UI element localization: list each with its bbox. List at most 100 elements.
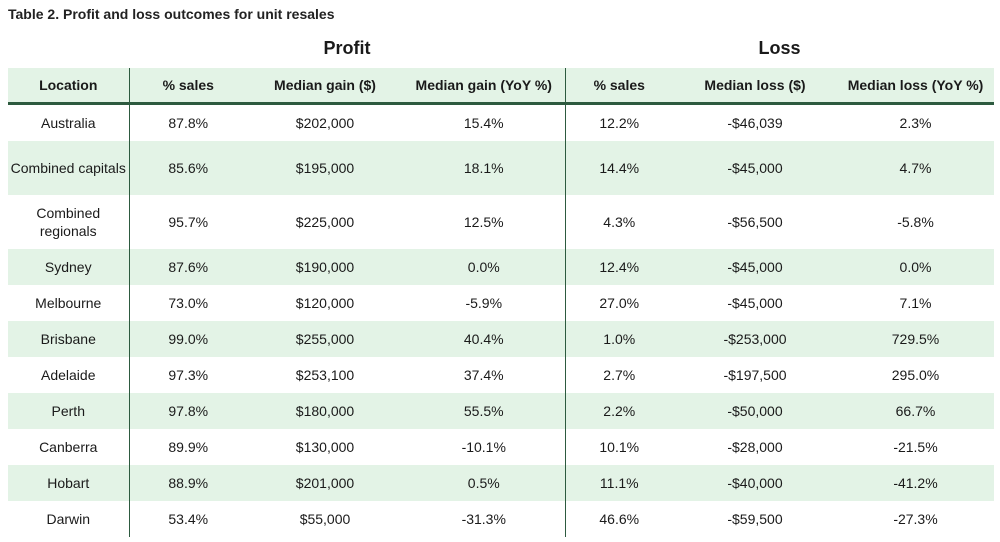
cell-median-loss: -$46,039 (727, 115, 783, 131)
cell-median-loss: -$28,000 (727, 439, 783, 455)
profit-group-header: Profit (323, 38, 371, 58)
table-row: Hobart 88.9% $201,000 0.5% 11.1% -$40,000 -41.… (8, 465, 994, 501)
cell-profit-pct-sales: 85.6% (129, 141, 247, 195)
cell-profit-pct-sales: 99.0% (129, 321, 247, 357)
col-header-location: Location (8, 68, 130, 105)
cell-profit-pct-sales: 97.8% (129, 393, 247, 429)
loss-group-header: Loss (758, 38, 801, 58)
cell-median-gain: $195,000 (247, 141, 403, 195)
cell-median-gain-yoy: 0.5% (403, 465, 566, 501)
cell-median-loss: -$45,000 (727, 295, 783, 311)
cell-loss-pct-sales: 10.1% (599, 439, 640, 455)
cell-median-gain-yoy: -10.1% (403, 429, 566, 465)
col-header-median-loss: Median loss ($) (673, 68, 837, 105)
cell-loss-pct-sales: 1.0% (565, 321, 673, 357)
col-header-profit-pct-sales: % sales (129, 68, 247, 105)
cell-median-gain: $190,000 (247, 249, 403, 285)
cell-median-gain-yoy: 15.4% (403, 103, 566, 141)
cell-profit-pct-sales: 88.9% (129, 465, 247, 501)
table-row: Australia 87.8% $202,000 15.4% 12.2% -$46,039… (8, 103, 994, 141)
cell-location: Perth (8, 393, 130, 429)
table-caption: Table 2. Profit and loss outcomes for un… (8, 6, 335, 22)
cell-median-loss-yoy: -27.3% (893, 511, 938, 527)
cell-median-loss: -$45,000 (673, 249, 837, 285)
cell-median-gain-yoy: 40.4% (403, 321, 566, 357)
cell-location: Brisbane (8, 321, 130, 357)
cell-median-loss-yoy: 295.0% (891, 367, 940, 383)
table-row: Combined regionals 95.7% $225,000 12.5% 4.3%… (8, 195, 994, 249)
cell-loss-pct-sales: 46.6% (599, 511, 640, 527)
table-row: Darwin 53.4% $55,000 -31.3% 46.6% -$59,500 -27… (8, 501, 994, 537)
cell-median-loss-yoy: 4.7% (837, 141, 994, 195)
cell-median-loss-yoy: 2.3% (899, 115, 932, 131)
cell-median-loss: -$50,000 (673, 393, 837, 429)
cell-profit-pct-sales: 73.0% (168, 295, 209, 311)
cell-median-gain-yoy: 18.1% (403, 141, 566, 195)
cell-median-loss: -$59,500 (727, 511, 783, 527)
cell-median-loss-yoy: -41.2% (837, 465, 994, 501)
cell-profit-pct-sales: 87.6% (129, 249, 247, 285)
cell-median-gain: $130,000 (295, 439, 355, 455)
table-body: Australia 87.8% $202,000 15.4% 12.2% -$46,039… (8, 103, 994, 537)
cell-median-loss: -$45,000 (673, 141, 837, 195)
cell-median-loss-yoy: 66.7% (837, 393, 994, 429)
cell-loss-pct-sales: 27.0% (599, 295, 640, 311)
cell-location: Combined regionals (8, 195, 130, 249)
cell-median-loss-yoy: -5.8% (897, 214, 934, 230)
cell-median-gain: $120,000 (295, 295, 355, 311)
cell-profit-pct-sales: 95.7% (168, 214, 209, 230)
cell-median-gain-yoy: 0.0% (403, 249, 566, 285)
cell-median-gain: $225,000 (295, 214, 355, 230)
cell-median-gain-yoy: 37.4% (403, 357, 566, 393)
col-header-median-gain: Median gain ($) (247, 68, 403, 105)
table-row: Melbourne 73.0% $120,000 -5.9% 27.0% -$45,000… (8, 285, 994, 321)
cell-location: Canberra (8, 429, 130, 465)
cell-median-loss: -$56,500 (727, 214, 783, 230)
cell-location: Darwin (8, 501, 130, 537)
cell-location: Combined capitals (8, 141, 130, 195)
cell-median-gain: $255,000 (247, 321, 403, 357)
cell-median-gain: $180,000 (247, 393, 403, 429)
cell-location: Adelaide (8, 357, 130, 393)
cell-location: Melbourne (8, 285, 130, 321)
table-row: Canberra 89.9% $130,000 -10.1% 10.1% -$28,000… (8, 429, 994, 465)
cell-median-loss-yoy: 729.5% (837, 321, 994, 357)
cell-profit-pct-sales: 87.8% (168, 115, 209, 131)
cell-location: Hobart (8, 465, 130, 501)
cell-median-loss-yoy: -21.5% (893, 439, 938, 455)
cell-median-loss: -$40,000 (673, 465, 837, 501)
table-row: Brisbane 99.0% $255,000 40.4% 1.0% -$253,000 7… (8, 321, 994, 357)
table-row: Perth 97.8% $180,000 55.5% 2.2% -$50,000 66.7% (8, 393, 994, 429)
cell-median-gain-yoy: 12.5% (403, 195, 566, 249)
col-header-median-gain-yoy: Median gain (YoY %) (403, 68, 566, 105)
cell-median-loss-yoy: 7.1% (899, 295, 932, 311)
column-group-headers: Profit Loss (8, 38, 994, 62)
table-row: Combined capitals 85.6% $195,000 18.1% 14.4%… (8, 141, 994, 195)
cell-median-loss-yoy: 0.0% (837, 249, 994, 285)
cell-median-gain: $201,000 (247, 465, 403, 501)
cell-loss-pct-sales: 12.4% (565, 249, 673, 285)
profit-loss-table: Location % sales Median gain ($) Median … (8, 68, 994, 537)
cell-loss-pct-sales: 4.3% (603, 214, 636, 230)
col-header-median-loss-yoy: Median loss (YoY %) (837, 68, 994, 105)
cell-median-gain: $55,000 (299, 511, 351, 527)
cell-profit-pct-sales: 97.3% (168, 367, 209, 383)
cell-median-loss: -$197,500 (723, 367, 787, 383)
cell-median-gain-yoy: 55.5% (403, 393, 566, 429)
cell-loss-pct-sales: 2.7% (603, 367, 636, 383)
cell-median-gain: $253,100 (295, 367, 355, 383)
cell-loss-pct-sales: 2.2% (565, 393, 673, 429)
cell-median-gain: $202,000 (295, 115, 355, 131)
cell-profit-pct-sales: 89.9% (168, 439, 209, 455)
cell-median-gain-yoy: -5.9% (403, 285, 566, 321)
cell-location: Australia (8, 103, 130, 141)
cell-loss-pct-sales: 12.2% (599, 115, 640, 131)
cell-profit-pct-sales: 53.4% (168, 511, 209, 527)
cell-loss-pct-sales: 14.4% (565, 141, 673, 195)
cell-median-gain-yoy: -31.3% (403, 501, 566, 537)
cell-location: Sydney (8, 249, 130, 285)
header-row: Location % sales Median gain ($) Median … (8, 68, 994, 105)
table-row: Sydney 87.6% $190,000 0.0% 12.4% -$45,000 0.0% (8, 249, 994, 285)
table-row: Adelaide 97.3% $253,100 37.4% 2.7% -$197,500 2… (8, 357, 994, 393)
col-header-loss-pct-sales: % sales (565, 68, 673, 105)
